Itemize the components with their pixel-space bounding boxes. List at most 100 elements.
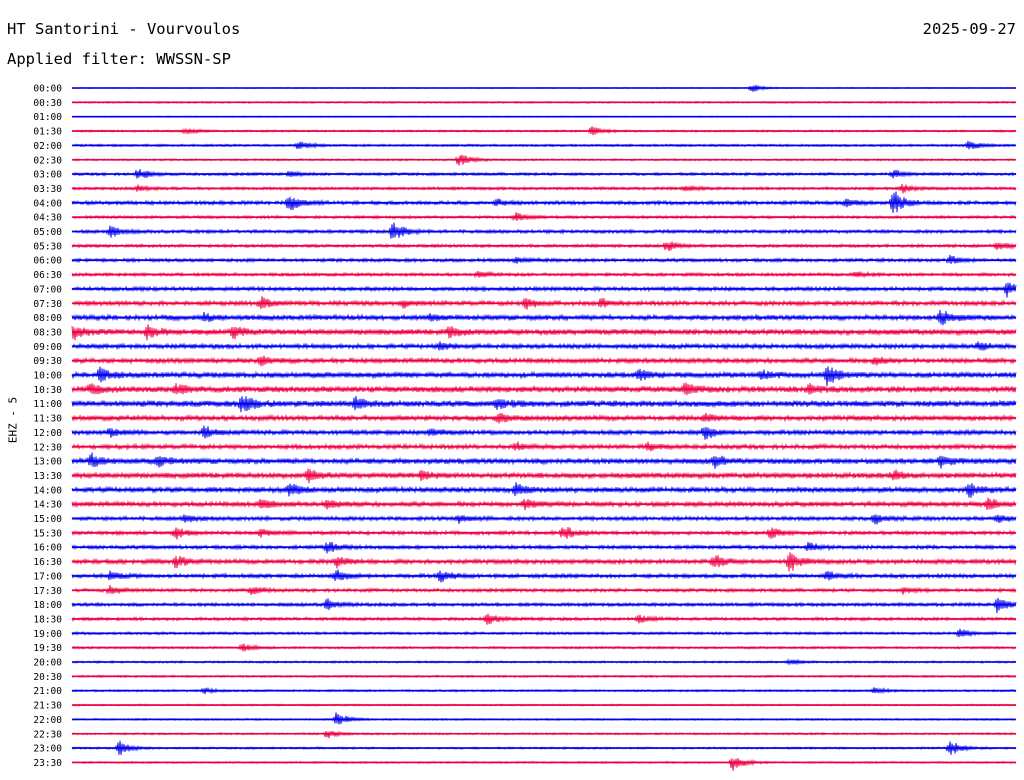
record-date: 2025-09-27 [922,20,1016,38]
row-time-label: 13:00 [33,457,62,468]
row-time-label: 08:00 [33,313,62,324]
seismic-trace-row [71,309,1017,326]
row-time-label: 06:00 [33,256,62,267]
seismic-trace-row [71,597,1017,614]
seismic-trace-row [71,296,1017,310]
row-time-label: 22:30 [33,729,62,740]
row-time-label: 17:30 [33,586,62,597]
row-time-label: 06:30 [33,270,62,281]
seismic-trace-row [71,126,1017,136]
row-time-label: 19:00 [33,629,62,640]
row-time-label: 11:00 [33,399,62,410]
seismic-trace-row [71,643,1017,652]
row-time-label: 11:30 [33,414,62,425]
seismic-trace-row [71,169,1017,179]
row-time-label: 10:00 [33,371,62,382]
row-time-label: 13:30 [33,471,62,482]
seismic-trace-row [71,154,1017,166]
row-time-label: 20:30 [33,672,62,683]
seismic-trace-row [71,140,1017,150]
seismic-trace-row [71,740,1017,755]
station-title: HT Santorini - Vourvoulos [7,20,241,38]
seismic-trace-row [71,730,1017,739]
seismic-trace-row [71,395,1017,413]
row-time-label: 23:30 [33,758,62,769]
seismic-trace-row [71,541,1017,554]
row-time-label: 09:00 [33,342,62,353]
seismic-trace-row [71,115,1017,118]
row-time-label: 04:00 [33,198,62,209]
seismic-trace-row [71,712,1017,725]
seismic-trace-row [71,222,1017,239]
row-time-label: 21:30 [33,701,62,712]
row-time-label: 02:30 [33,155,62,166]
row-time-label: 16:00 [33,543,62,554]
seismic-trace-row [71,452,1017,469]
seismic-trace-row [71,527,1017,540]
row-time-label: 04:30 [33,213,62,224]
seismic-trace-row [71,497,1017,511]
seismic-trace-row [71,482,1017,498]
seismic-trace-row [71,514,1017,525]
row-time-label: 22:00 [33,715,62,726]
seismic-trace-row [71,441,1017,452]
row-time-label: 05:00 [33,227,62,238]
seismic-trace-row [71,674,1017,679]
seismic-trace-row [71,191,1017,214]
row-time-label: 07:00 [33,284,62,295]
row-time-label: 12:00 [33,428,62,439]
row-time-label: 12:30 [33,442,62,453]
row-time-label: 02:00 [33,141,62,152]
row-time-label: 19:30 [33,643,62,654]
row-time-label: 14:30 [33,500,62,511]
seismic-trace-row [71,468,1017,484]
seismic-trace-row [71,324,1017,341]
seismic-trace-row [71,355,1017,367]
seismic-trace-row [71,584,1017,596]
row-time-label: 00:00 [33,84,62,95]
seismic-trace-row [71,254,1017,265]
seismic-trace-row [71,282,1017,298]
row-time-label: 03:00 [33,170,62,181]
seismic-trace-row [71,212,1017,222]
seismic-trace-row [71,552,1017,572]
row-time-label: 15:30 [33,528,62,539]
row-time-label: 17:00 [33,571,62,582]
row-time-label: 00:30 [33,98,62,109]
row-time-label: 21:00 [33,686,62,697]
seismic-trace-row [71,569,1017,583]
seismic-trace-row [71,628,1017,638]
row-time-label: 08:30 [33,327,62,338]
row-time-label: 01:30 [33,127,62,138]
seismic-trace-row [71,412,1017,424]
seismic-trace-row [71,366,1017,387]
seismic-trace-row [71,658,1017,666]
row-time-label: 14:00 [33,485,62,496]
row-time-label: 18:00 [33,600,62,611]
seismic-trace-row [71,686,1017,695]
row-time-label: 03:30 [33,184,62,195]
seismic-trace-row [71,341,1017,351]
seismic-trace-row [71,425,1017,440]
seismic-trace-row [71,241,1017,252]
seismic-trace-row [71,270,1017,279]
row-time-label: 09:30 [33,356,62,367]
row-time-label: 05:30 [33,241,62,252]
row-time-label: 18:30 [33,614,62,625]
seismic-trace-row [71,382,1017,396]
applied-filter-label: Applied filter: WWSSN-SP [7,50,231,68]
seismic-trace-row [71,85,1017,92]
row-time-label: 23:00 [33,744,62,755]
row-time-label: 16:30 [33,557,62,568]
row-time-label: 20:00 [33,658,62,669]
seismic-trace-row [71,100,1017,105]
row-time-label: 01:00 [33,112,62,123]
seismic-trace-row [71,703,1017,707]
seismic-trace-row [71,184,1017,194]
seismic-trace-row [71,613,1017,625]
row-time-label: 07:30 [33,299,62,310]
row-time-label: 10:30 [33,385,62,396]
row-time-label: 15:00 [33,514,62,525]
seismic-trace-row [71,757,1017,771]
